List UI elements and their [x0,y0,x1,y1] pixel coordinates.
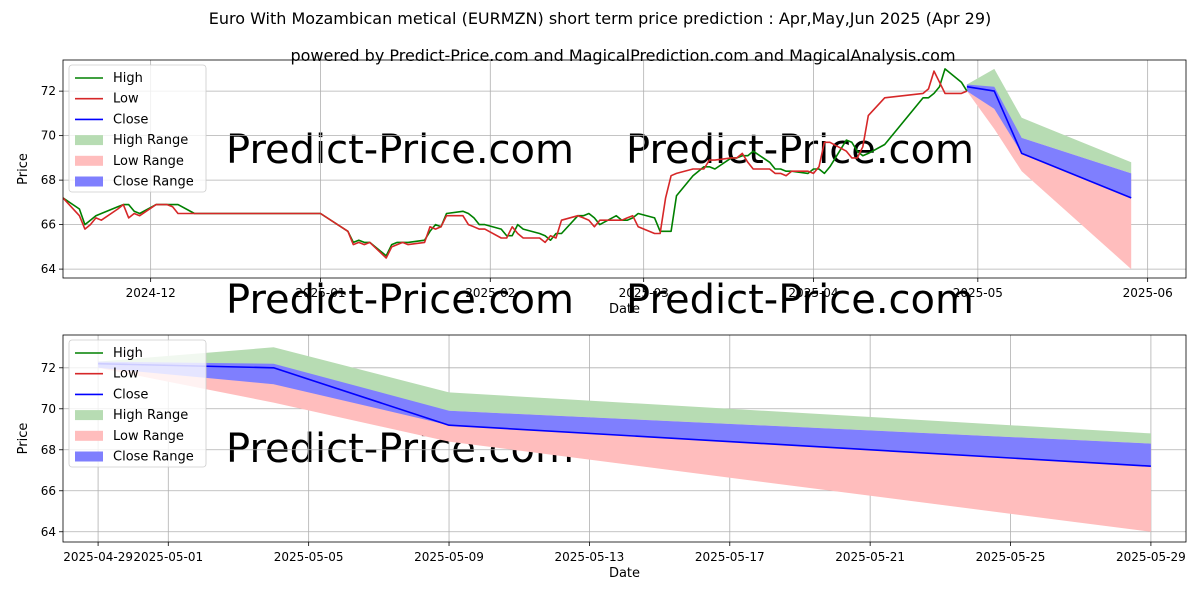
close-prediction-line [966,85,1132,199]
x-tick-label: 2025-05-25 [976,550,1046,564]
legend: High Low Close High Range Low Range Close Ran… [68,64,207,193]
legend: High Low Close High Range Low Range Close Ran… [68,339,207,468]
y-tick-label: 68 [41,173,56,187]
watermark: Predict-Price.com [226,277,574,323]
y-tick-label: 66 [41,218,56,232]
legend-label: Close Range [113,450,194,465]
x-tick-label: 2025-02 [465,286,515,300]
legend-swatch-box [75,430,103,441]
low-series-line [63,70,968,259]
x-tick-label: 2025-05-01 [133,550,203,564]
y-axis-label: Price [16,153,31,185]
plot-frame [62,334,1187,543]
y-tick-label: 68 [41,443,56,457]
y-tick-label: 70 [41,129,56,143]
legend-swatch-box [75,451,103,462]
low-range-band [966,88,1132,270]
legend-label: High Range [113,408,188,423]
y-tick-label: 72 [41,361,56,375]
legend-swatch-box [75,155,103,166]
watermark: Predict-Price.com [226,127,574,173]
x-axis-label: Date [609,302,640,317]
legend-label: Low [113,92,139,107]
x-tick-label: 2025-05-09 [414,550,484,564]
x-tick-label: 2025-05-17 [695,550,765,564]
y-tick-label: 64 [41,525,56,539]
x-tick-label: 2025-05-05 [274,550,344,564]
watermark: Predict-Price.com [626,127,974,173]
lower-chart-panel: Predict-Price.comPredict-Price.com646668… [16,334,1187,581]
watermark: Predict-Price.com [626,277,974,323]
legend-box [68,339,207,468]
x-tick-label: 2025-05 [953,286,1003,300]
x-tick-label: 2025-05-21 [835,550,905,564]
low-range-band [98,365,1151,532]
x-tick-label: 2024-12 [126,286,176,300]
high-range-band [966,68,1132,174]
legend-swatch-box [75,176,103,187]
legend-label: High [113,71,143,86]
y-tick-label: 72 [41,84,56,98]
legend-swatch-box [75,135,103,146]
x-tick-label: 2025-05-29 [1116,550,1186,564]
plot-frame [62,59,1187,279]
legend-box [68,64,207,193]
high-range-band [98,347,1151,444]
legend-label: Close [113,112,148,127]
y-tick-label: 64 [41,262,56,276]
legend-label: Low [113,367,139,382]
x-axis-label: Date [609,566,640,581]
x-tick-label: 2025-05-13 [555,550,625,564]
legend-label: Low Range [113,154,184,169]
y-tick-label: 66 [41,484,56,498]
y-tick-label: 70 [41,402,56,416]
plot-area [98,347,1151,532]
legend-label: Close [113,387,148,402]
legend-label: Low Range [113,429,184,444]
upper-chart-panel: Predict-Price.com Predict-Price.com Predic… [16,59,1187,323]
legend-label: Close Range [113,175,194,190]
x-tick-label: 2025-01 [295,286,345,300]
x-tick-label: 2025-04 [788,286,838,300]
legend-label: High Range [113,133,188,148]
close-range-band [98,361,1151,467]
x-tick-label: 2025-06 [1123,286,1173,300]
x-tick-label: 2025-03 [619,286,669,300]
legend-label: High [113,346,143,361]
close-range-band [966,84,1132,198]
y-axis-label: Price [16,423,31,455]
x-tick-label: 2025-04-29 [63,550,133,564]
chart-title: Euro With Mozambican metical (EURMZN) sh… [208,9,992,28]
plot-area [63,68,1132,270]
legend-swatch-box [75,410,103,421]
